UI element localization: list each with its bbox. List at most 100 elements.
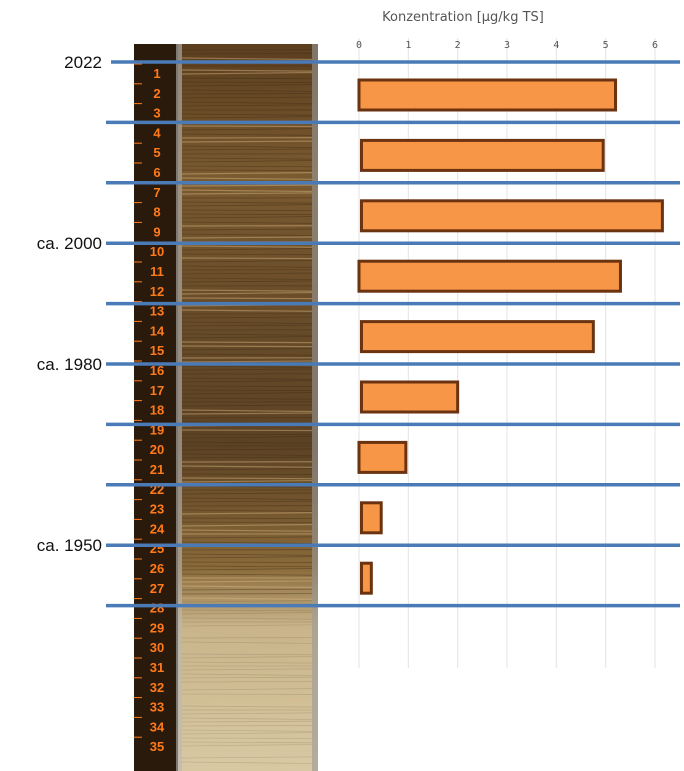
core-layer (181, 436, 313, 439)
core-layer (181, 685, 313, 688)
core-layer (181, 609, 313, 612)
core-layer (181, 612, 313, 615)
core-layer (181, 617, 313, 620)
core-layer (181, 761, 313, 764)
core-layer (181, 133, 313, 136)
core-layer (181, 257, 313, 260)
core-layer (181, 333, 313, 336)
core-layer (181, 253, 313, 256)
sediment-core-photo (134, 44, 318, 771)
core-layer (181, 588, 313, 591)
core-layer (181, 492, 313, 495)
x-tick-label: 1 (405, 40, 411, 51)
core-layer (181, 585, 313, 589)
depth-label: 24 (150, 521, 165, 536)
core-layer (181, 69, 313, 72)
depth-label: 8 (153, 205, 160, 220)
x-tick-label: 6 (652, 40, 658, 51)
depth-label: 30 (150, 640, 164, 655)
depth-label: 28 (150, 601, 164, 616)
core-layer (181, 521, 313, 524)
core-layer (181, 668, 313, 671)
core-layer (181, 77, 313, 80)
depth-label: 29 (150, 620, 164, 635)
core-layer (181, 96, 313, 99)
core-layer (181, 165, 313, 168)
depth-label: 32 (150, 680, 164, 695)
core-layer (181, 365, 313, 368)
core-layer (181, 541, 313, 544)
concentration-bars (357, 78, 664, 595)
x-tick-label: 2 (455, 40, 461, 51)
depth-label: 35 (150, 739, 164, 754)
core-layer (181, 561, 313, 563)
core-layer (181, 656, 313, 659)
core-layer (181, 597, 313, 600)
core-layer (181, 749, 313, 752)
core-layer (181, 113, 313, 116)
core-layer (181, 204, 313, 207)
core-layer (181, 477, 313, 480)
core-layer (181, 511, 313, 515)
core-layer (181, 397, 313, 400)
bar-7 (357, 440, 408, 474)
core-layer (181, 409, 313, 413)
core-layer (181, 321, 313, 324)
core-layer (181, 741, 313, 744)
core-layer (181, 468, 313, 471)
depth-label: 3 (153, 106, 160, 121)
core-layer (181, 265, 313, 268)
x-tick-label: 5 (603, 40, 609, 51)
core-layer (181, 705, 313, 708)
core-layer (181, 497, 313, 500)
core-layer (181, 309, 313, 312)
year-label: ca. 1980 (37, 355, 102, 374)
core-layer (181, 644, 313, 647)
core-layer (181, 456, 313, 459)
x-axis-title: Konzentration [µg/kg TS] (382, 10, 544, 25)
depth-label: 33 (150, 700, 164, 715)
core-layer (181, 104, 313, 107)
core-layer (181, 661, 313, 664)
core-layer (181, 297, 313, 300)
core-layer (181, 404, 313, 407)
core-layer (181, 509, 313, 512)
core-layer (181, 272, 313, 275)
year-labels: 2022 ca. 2000 ca. 1980 ca. 1950 (37, 53, 102, 555)
year-label: ca. 1950 (37, 536, 102, 555)
core-layer (181, 632, 313, 635)
core-layer (181, 517, 313, 519)
core-layer (181, 160, 313, 163)
core-layer (181, 169, 313, 171)
depth-label: 14 (150, 323, 165, 338)
core-layer (181, 316, 313, 319)
depth-label: 23 (150, 502, 164, 517)
core-layer (181, 189, 313, 193)
core-layer (181, 140, 313, 143)
core-layer (181, 116, 313, 119)
core-layer (181, 348, 313, 351)
core-layer (181, 128, 313, 131)
core-layer (181, 336, 313, 339)
depth-label: 4 (153, 125, 161, 140)
layer-separators (106, 60, 680, 608)
depth-label: 6 (153, 165, 160, 180)
core-layer (181, 744, 313, 747)
core-layer (181, 568, 313, 571)
depth-label: 27 (150, 581, 164, 596)
core-layer (181, 101, 313, 104)
core-layer (181, 448, 313, 451)
core-layer (181, 441, 313, 444)
core-layer (181, 433, 313, 436)
bar-1 (357, 78, 618, 112)
core-layer (181, 368, 313, 371)
depth-label: 11 (150, 264, 164, 279)
core-layer (181, 216, 313, 219)
core-layer (181, 353, 313, 356)
core-layer (181, 729, 313, 732)
core-layer (181, 280, 313, 283)
x-tick-label: 0 (356, 40, 362, 51)
depth-label: 9 (153, 224, 160, 239)
core-layer (181, 184, 313, 187)
